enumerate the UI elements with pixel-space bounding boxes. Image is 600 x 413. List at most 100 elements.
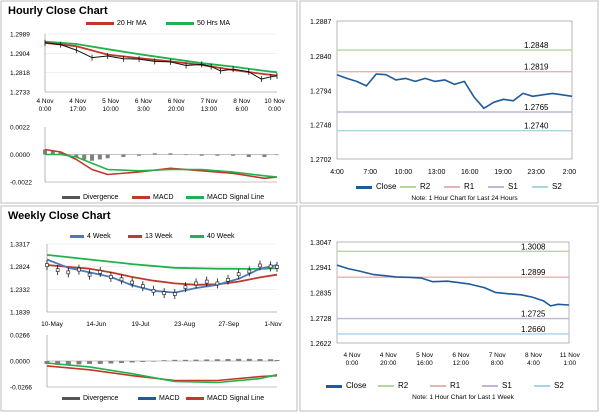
weekly-candle-body: [109, 275, 113, 279]
hourly-divergence-bar: [231, 154, 236, 156]
w1wk-ytick: 1.2835: [310, 290, 332, 297]
w1wk-close-line: [336, 264, 570, 307]
w1wk-legend-s1-swatch: [482, 385, 498, 387]
weekly-section-title: Weekly Close Chart: [8, 210, 111, 222]
weekly-legend-signal-label: MACD Signal Line: [207, 395, 264, 402]
weekly-divergence-bar: [214, 359, 220, 361]
weekly-divergence-bar: [274, 360, 280, 361]
w1wk-legend-close-label: Close: [346, 381, 367, 390]
weekly-divergence-bar: [246, 358, 252, 361]
weekly-price-ytick: 1.3317: [10, 242, 30, 249]
weekly-candle-body: [66, 270, 71, 275]
hourly-macd-ytick: 0.0022: [10, 125, 30, 132]
weekly-macd-series-macd: [46, 365, 278, 382]
weekly-candle-body: [172, 292, 177, 296]
hourly-divergence-bar: [82, 154, 87, 160]
h24-level-label-r2: 1.2848: [524, 41, 549, 50]
weekly-divergence-bar: [140, 361, 146, 362]
hourly-price-xtick-date: 4 Nov: [37, 98, 55, 105]
h24-xtick: 19:00: [494, 169, 512, 176]
hourly-macd-ytick: 0.0000: [10, 152, 30, 159]
h24-ytick: 1.2748: [310, 123, 332, 130]
weekly-macd-series-macd-signal-line: [46, 362, 278, 384]
weekly-divergence-bar: [268, 359, 274, 361]
h24-xtick: 23:00: [527, 169, 545, 176]
hourly-price-xtick-time: 13:00: [201, 106, 218, 113]
w1wk-xtick-time: 0:00: [346, 360, 359, 367]
w1wk-xtick-date: 11 Nov: [560, 352, 581, 359]
weekly-candle-body: [130, 280, 134, 285]
h24-xtick: 7:00: [363, 169, 377, 176]
weekly-divergence-bar: [193, 359, 199, 361]
h24-level-label-s1: 1.2765: [524, 103, 549, 112]
hourly-macd-series-macd-signal-line: [45, 153, 278, 178]
h24-ytick: 1.2887: [310, 19, 332, 26]
hourly-price-ytick: 1.2989: [10, 32, 30, 39]
weekly-divergence-bar: [55, 361, 61, 365]
h24-ytick: 1.2702: [310, 157, 332, 164]
w1wk-ytick: 1.2622: [310, 341, 332, 348]
w1wk-xtick-time: 1:00: [563, 360, 576, 367]
hourly-legend-signal-label: MACD Signal Line: [207, 194, 264, 201]
hourly-price-xtick-time: 20:00: [168, 106, 185, 113]
hourly-divergence-bar: [43, 149, 47, 155]
hourly-divergence-bar: [66, 154, 71, 156]
weekly-legend-macd-swatch: [138, 397, 156, 400]
hourly-divergence-bar: [58, 152, 63, 155]
weekly-legend-divergence-swatch: [62, 397, 80, 400]
hourly-price-xtick-time: 0:00: [39, 106, 52, 113]
weekly-divergence-bar: [65, 361, 71, 365]
hourly-price-ytick: 1.2818: [10, 70, 30, 77]
w1wk-xtick-date: 6 Nov: [452, 352, 470, 359]
w1wk-level-label-s1: 1.2725: [521, 310, 546, 319]
weekly-candle-body: [183, 285, 188, 289]
weekly-divergence-bar: [76, 361, 82, 365]
weekly-candle-body: [151, 288, 156, 293]
hourly-divergence-bar: [74, 154, 79, 157]
weekly-divergence-bar: [257, 359, 263, 361]
hourly-24h-frame: [299, 0, 599, 204]
w1wk-xtick-date: 4 Nov: [344, 352, 362, 359]
h24-legend-s1-swatch: [488, 186, 504, 188]
h24-note: Note: 1 Hour Chart for Last 24 Hours: [411, 195, 518, 202]
weekly-divergence-bar: [204, 359, 210, 361]
weekly-series-13-week: [46, 264, 278, 286]
hourly-divergence-bar: [262, 154, 267, 157]
h24-legend-r1-label: R1: [464, 182, 475, 191]
w1wk-xtick-time: 20:00: [380, 360, 397, 367]
weekly-legend-4week-swatch: [70, 235, 84, 238]
w1wk-ytick: 1.3047: [310, 240, 332, 247]
hourly-macd-ytick: -0.0022: [10, 180, 32, 187]
weekly-candle-body: [141, 284, 145, 288]
h24-xtick: 4:00: [330, 169, 344, 176]
weekly-candle-body: [77, 267, 81, 272]
weekly-price-xtick: 19-Jul: [132, 321, 150, 328]
hourly-price-ytick: 1.2904: [10, 51, 30, 58]
hourly-price-xtick-time: 3:00: [137, 106, 150, 113]
weekly-candle-body: [247, 269, 252, 274]
hourly-divergence-bar: [184, 154, 189, 156]
hourly-legend-macd-swatch: [132, 196, 150, 199]
hourly-series-50-hrs-ma: [44, 40, 278, 74]
weekly-candle-body: [215, 281, 220, 286]
weekly-candle-body: [236, 272, 241, 277]
h24-xtick: 16:00: [461, 169, 479, 176]
weekly-legend-13week-label: 13 Week: [145, 233, 173, 240]
hourly-macd-series-macd: [44, 148, 278, 180]
weekly-divergence-bar: [87, 361, 93, 364]
weekly-legend-40week-label: 40 Week: [207, 233, 235, 240]
h24-legend-s2-swatch: [532, 186, 548, 188]
hourly-price-xtick-date: 5 Nov: [102, 98, 120, 105]
weekly-legend-macd-label: MACD: [159, 395, 180, 402]
hourly-divergence-bar: [246, 154, 251, 157]
w1wk-xtick-date: 7 Nov: [489, 352, 507, 359]
hourly-section-title: Hourly Close Chart: [8, 5, 108, 17]
hourly-price-xtick-date: 7 Nov: [201, 98, 219, 105]
w1wk-plot-area: [336, 241, 570, 344]
w1wk-xtick-date: 4 Nov: [380, 352, 398, 359]
weekly-macd-ytick: 0.0000: [10, 359, 30, 366]
weekly-divergence-bar: [97, 361, 103, 364]
weekly-price-xtick: 14-Jun: [86, 321, 106, 328]
w1wk-level-label-r2: 1.3008: [521, 242, 546, 251]
